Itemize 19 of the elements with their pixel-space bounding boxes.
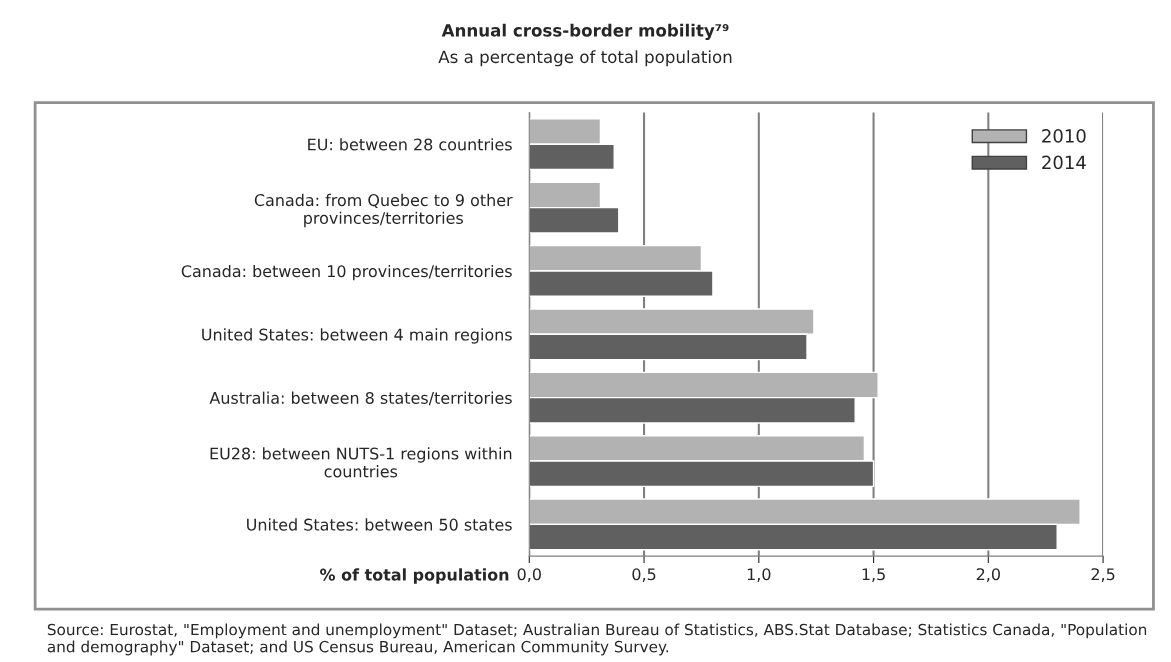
legend-label: 2014 [1042,155,1086,170]
y-tick-label: United States: between 50 states [247,518,512,531]
y-tick-label: EU: between 28 countries [308,138,512,151]
y-tick-label: EU28: between NUTS-1 regions within countries [210,447,512,478]
legend-label: 2010 [1042,129,1086,143]
source-note: Source: Eurostat, "Employment and unemployment" Dataset; Australian Bureau of Statistics, ABS.Stat Database; Statistics Canada, "Population and demography" Dataset; and US Census Bureau, American Community Survey. [47,623,1147,656]
y-tick-label: United States: between 4 main regions [202,328,512,344]
y-tick-label: Canada: from Quebec to 9 other provinces/territories [254,193,513,228]
x-tick-label: 2,5 [1091,568,1115,582]
x-tick-label: 1,5 [862,568,885,582]
chart-subtitle: As a percentage of total population [438,50,732,67]
x-axis-title: % of total population [320,568,509,584]
x-tick-label: 0,0 [517,568,541,582]
x-tick-label: 0,5 [632,568,656,582]
chart-title: Annual cross-border mobility⁷⁹ [441,23,729,41]
x-tick-label: 2,0 [976,568,1000,582]
y-tick-label: Canada: between 10 provinces/territories [181,264,512,281]
y-tick-label: Australia: between 8 states/territories [209,391,512,406]
x-tick-label: 1,0 [747,568,771,582]
